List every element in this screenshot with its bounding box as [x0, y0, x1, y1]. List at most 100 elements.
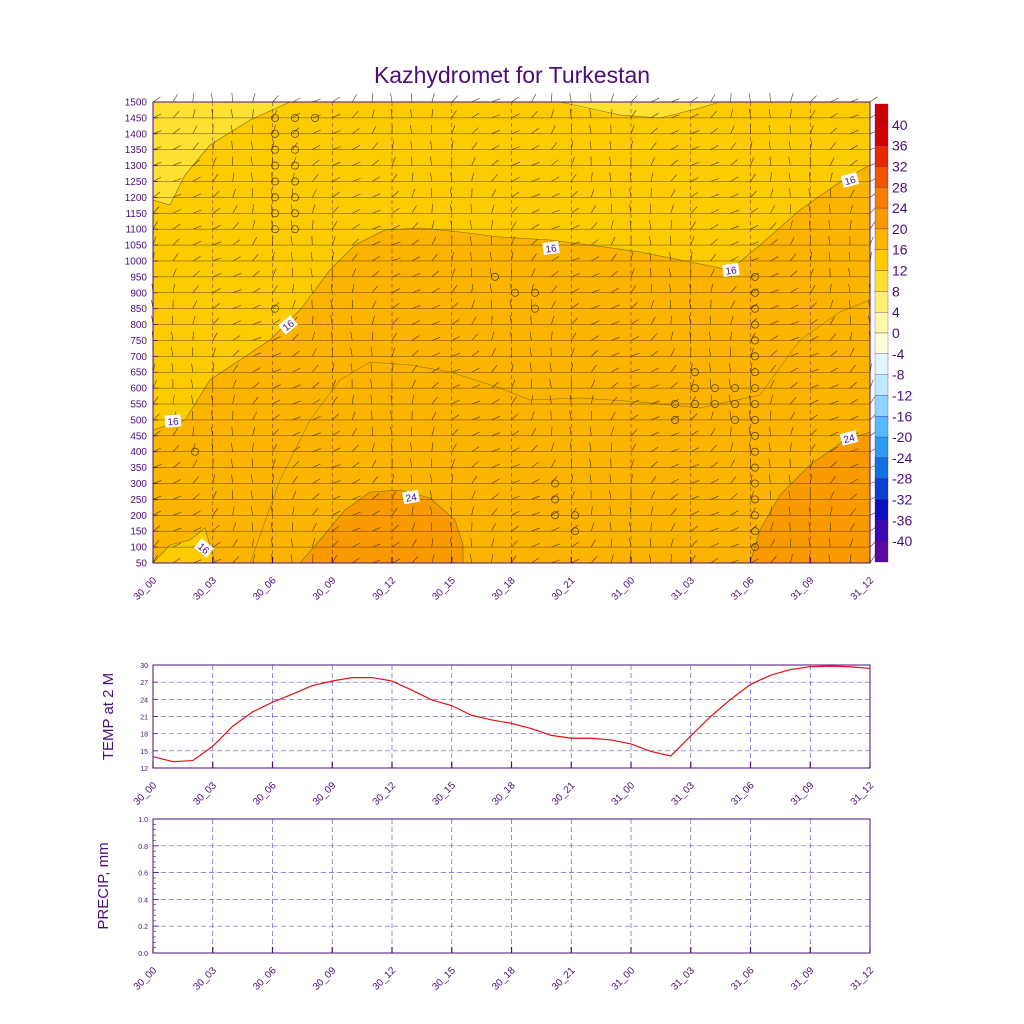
wind-barb: [509, 315, 512, 325]
colorbar-box: [874, 145, 889, 167]
wind-barb: [511, 161, 520, 166]
wind-barb: [830, 112, 838, 119]
wind-barb: [172, 145, 181, 150]
wind-barb: [192, 125, 198, 134]
wind-barb: [610, 442, 613, 452]
wind-barb: [571, 241, 580, 246]
wind-barb: [630, 319, 639, 325]
wind-barb: [810, 384, 819, 389]
colorbar-label: 24: [892, 200, 908, 216]
wind-barb: [610, 236, 616, 246]
wind-barb: [710, 268, 715, 277]
wind-barb: [630, 352, 640, 357]
wind-barb: [869, 221, 876, 230]
wind-barb: [768, 458, 771, 468]
wind-barb: [391, 317, 399, 325]
wind-barb: [391, 241, 401, 246]
y-tick-label: 1300: [125, 161, 148, 172]
wind-barb: [371, 331, 374, 341]
wind-barb: [689, 331, 692, 341]
wind-barb: [551, 459, 556, 468]
wind-barb: [670, 98, 680, 103]
wind-barb: [411, 320, 421, 325]
wind-barb: [809, 474, 813, 484]
colorbar-label: 20: [892, 221, 908, 237]
wind-barb: [650, 112, 659, 119]
wind-barb: [391, 491, 396, 500]
wind-barb: [331, 379, 337, 389]
wind-barb: [531, 110, 538, 119]
wind-barb: [849, 399, 858, 405]
wind-barb: [471, 431, 480, 437]
wind-barb: [690, 525, 699, 532]
wind-barb: [272, 428, 279, 437]
wind-barb: [669, 283, 672, 293]
colorbar-label: -28: [892, 471, 912, 487]
wind-barb: [332, 206, 339, 214]
wind-barb: [292, 400, 301, 405]
wind-barb: [730, 510, 739, 516]
wind-barb: [491, 399, 500, 405]
wind-barb: [511, 480, 521, 484]
wind-barb: [391, 140, 395, 150]
wind-barb: [610, 538, 613, 548]
wind-barb: [312, 508, 319, 516]
wind-barb: [510, 331, 512, 341]
wind-barb: [551, 493, 559, 500]
wind-barb: [849, 554, 852, 564]
wind-barb: [210, 411, 214, 420]
wind-barb: [471, 172, 474, 182]
temp-y-tick-label: 24: [140, 697, 148, 704]
wind-barb: [351, 395, 354, 405]
x-tick-label: 30_00: [132, 575, 160, 603]
wind-barb: [511, 130, 520, 135]
wind-barb: [590, 172, 593, 182]
wind-barb: [429, 490, 433, 500]
precip-x-tick-label: 31_03: [669, 965, 697, 993]
wind-barb: [589, 108, 592, 118]
wind-barb: [252, 367, 261, 373]
wind-barb: [430, 172, 433, 182]
wind-barb: [171, 347, 174, 357]
wind-barb: [391, 474, 395, 484]
wind-barb: [710, 93, 716, 103]
wind-barb: [531, 224, 540, 230]
calm-circle: [751, 447, 759, 456]
wind-barb: [352, 557, 360, 564]
wind-barb: [411, 522, 416, 532]
wind-barb: [212, 507, 219, 516]
temp-frame: [152, 664, 871, 769]
wind-barb: [410, 140, 413, 150]
calm-circle: [691, 384, 699, 393]
wind-barb: [291, 204, 293, 214]
wind-barb: [670, 523, 676, 532]
wind-barb: [411, 256, 420, 262]
wind-barb: [411, 273, 421, 278]
wind-barb: [450, 172, 453, 182]
wind-barb: [352, 527, 361, 532]
wind-barb: [172, 223, 181, 230]
wind-barb: [451, 95, 459, 103]
wind-barb: [152, 540, 160, 548]
calm-circle: [571, 511, 579, 520]
wind-barb: [451, 429, 459, 437]
wind-barb: [750, 288, 759, 294]
wind-barb: [730, 109, 733, 118]
wind-barb: [750, 363, 753, 373]
wind-barb: [471, 142, 478, 150]
calm-circle: [751, 336, 759, 345]
wind-barb: [491, 159, 499, 166]
wind-barb: [371, 476, 378, 484]
wind-barb: [670, 381, 678, 389]
wind-barb: [869, 555, 876, 564]
wind-barb: [272, 268, 277, 277]
wind-barb: [790, 253, 796, 262]
wind-barb: [232, 172, 235, 182]
wind-barb: [451, 474, 454, 484]
wind-barb: [411, 539, 417, 548]
wind-barb: [172, 479, 182, 484]
wind-barb: [788, 140, 791, 150]
precip-x-tick-label: 31_00: [610, 965, 638, 993]
wind-barb: [312, 129, 321, 135]
y-tick-label: 500: [130, 415, 147, 426]
